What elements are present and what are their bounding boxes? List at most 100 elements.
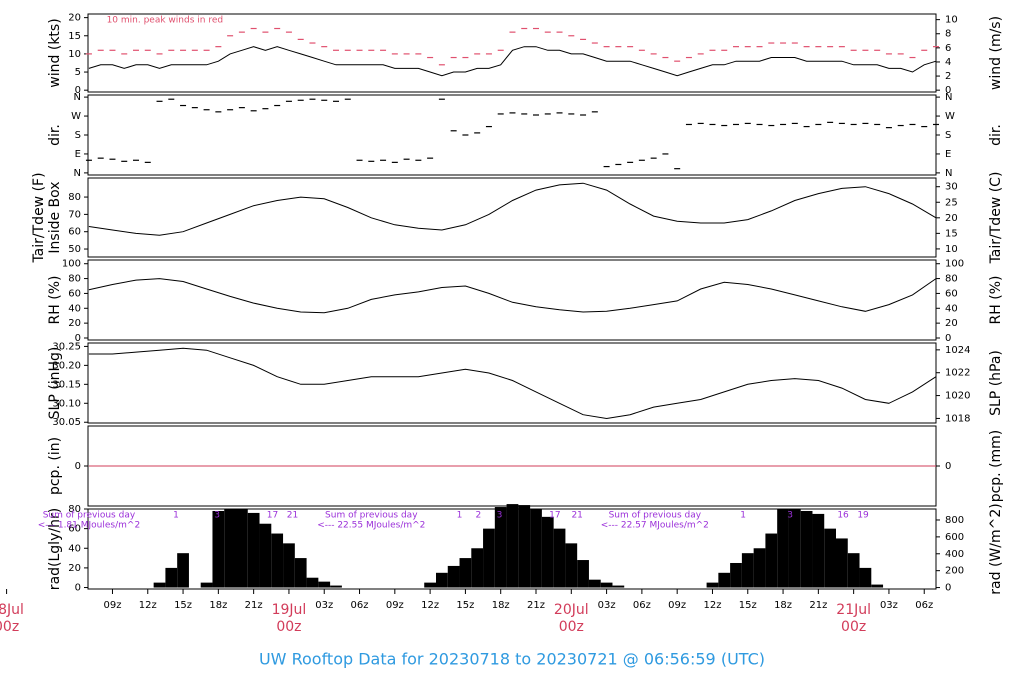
y-tick-label: 80 (68, 504, 81, 515)
x-tick-label: 21z (809, 600, 827, 611)
panel-frame (87, 259, 937, 341)
y2-tick-label: S (945, 130, 951, 141)
day-label: 20Jul (554, 602, 589, 618)
rad-note: Sum of previous day (325, 511, 418, 521)
y-tick-label: 30.15 (52, 379, 81, 390)
y-tick-label: 60 (68, 227, 81, 238)
bar (447, 565, 460, 588)
y-tick-label: 30.05 (52, 417, 81, 428)
x-tick-label: 15z (739, 600, 757, 611)
x-tick-label: 03z (598, 600, 616, 611)
y2-tick-label: 1022 (945, 368, 970, 379)
y2-tick-label: 600 (945, 532, 964, 543)
bar (506, 504, 519, 588)
y2-tick-label: 1024 (945, 345, 970, 356)
y-tick-label: 70 (68, 209, 81, 220)
panel-frame (87, 342, 937, 424)
day-label: 00z (841, 619, 866, 635)
y2-axis-label: SLP (hPa) (988, 350, 1004, 416)
x-tick-label: 12z (139, 600, 157, 611)
day-label: 21Jul (836, 602, 871, 618)
hour-mark: 17 (267, 511, 278, 521)
y2-axis-label: pcp. (mm) (988, 430, 1004, 503)
x-tick-label: 15z (456, 600, 474, 611)
bar (847, 553, 860, 588)
y-tick-label: 0 (75, 461, 81, 472)
bar (153, 582, 166, 588)
hour-mark: 1 (173, 511, 179, 521)
bar (259, 523, 272, 588)
y2-tick-label: 8 (945, 29, 951, 40)
y2-tick-label: W (945, 111, 955, 122)
y2-tick-label: 2 (945, 71, 951, 82)
bar (247, 512, 260, 588)
data-line (88, 347, 937, 420)
y-tick-label: S (75, 130, 81, 141)
y-tick-label: 20 (68, 563, 81, 574)
y2-tick-label: 10 (945, 244, 958, 255)
y2-tick-label: 100 (945, 259, 964, 270)
x-tick-label: 09z (103, 600, 121, 611)
y-tick-label: 30.20 (52, 360, 81, 371)
y-tick-label: 0 (75, 583, 81, 594)
rad-note: <--- 22.55 MJoules/m^2 (317, 521, 425, 531)
y2-axis-label: RH (%) (988, 276, 1004, 325)
x-tick-label: 12z (703, 600, 721, 611)
y2-tick-label: 400 (945, 549, 964, 560)
y2-tick-label: N (945, 168, 952, 179)
data-line (88, 182, 937, 236)
y2-tick-label: 200 (945, 566, 964, 577)
y2-tick-label: 10 (945, 15, 958, 26)
rad-note: <--- 1.81 MJoules/m^2 (38, 521, 140, 531)
x-tick-label: 06z (633, 600, 651, 611)
x-tick-label: 15z (174, 600, 192, 611)
day-label: 19Jul (272, 602, 307, 618)
bar (165, 567, 178, 588)
y2-tick-label: 0 (945, 333, 951, 344)
rad-note: <--- 22.57 MJoules/m^2 (601, 521, 709, 531)
bar (600, 582, 613, 588)
y-tick-label: 0 (75, 333, 81, 344)
bar (224, 509, 236, 588)
bar (518, 505, 531, 588)
y-tick-label: 40 (68, 303, 81, 314)
x-tick-label: 06z (351, 600, 369, 611)
day-label: 00z (559, 619, 584, 635)
panel-frame (87, 13, 937, 93)
y-tick-label: 30.10 (52, 398, 81, 409)
bar (730, 562, 742, 588)
bar (741, 553, 754, 588)
data-line (88, 278, 937, 314)
y-axis-label: Inside Box (47, 181, 63, 253)
y-axis-label: RH (%) (47, 276, 63, 325)
y2-tick-label: 20 (945, 213, 958, 224)
y-tick-label: 20 (68, 13, 81, 24)
data-line (88, 46, 937, 77)
bar (553, 528, 566, 588)
y-axis-label: pcp. (in) (47, 437, 63, 495)
bar (824, 528, 836, 588)
day-label: 00z (0, 619, 19, 635)
x-tick-label: 18z (774, 600, 792, 611)
x-tick-label: 18z (209, 600, 227, 611)
rad-note: Sum of previous day (43, 511, 136, 521)
y-axis-label: rad(Lgly/hr) (47, 508, 63, 590)
bar (718, 572, 731, 588)
bar (294, 558, 307, 588)
y-axis-label: SLP (inHg) (47, 347, 63, 420)
y2-tick-label: 15 (945, 228, 958, 239)
bar (318, 581, 331, 588)
y-tick-label: 100 (62, 259, 81, 270)
bar (212, 510, 225, 588)
y2-axis-label: wind (m/s) (988, 16, 1004, 90)
bar (765, 533, 778, 588)
y2-axis-label: Tair/Tdew (C) (988, 172, 1004, 265)
y2-tick-label: 0 (945, 461, 951, 472)
bar (200, 582, 213, 588)
y2-tick-label: 6 (945, 43, 951, 54)
y-tick-label: W (71, 111, 81, 122)
hour-mark: 21 (571, 511, 582, 521)
bar (777, 509, 789, 588)
